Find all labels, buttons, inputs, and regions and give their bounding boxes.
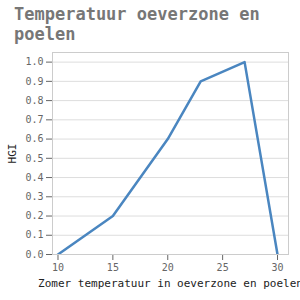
svg-text:30: 30 <box>271 262 283 273</box>
svg-text:HGI: HGI <box>6 144 19 164</box>
svg-text:1.0: 1.0 <box>25 56 43 67</box>
svg-text:0.8: 0.8 <box>25 95 43 106</box>
html-text:Temperatuur oeverzone en poele: Temperatuur oeverzone en poelen <box>14 4 260 44</box>
svg-text:0.4: 0.4 <box>25 172 43 183</box>
svg-text:10: 10 <box>52 262 64 273</box>
svg-text:0.1: 0.1 <box>25 229 43 240</box>
svg-text:20: 20 <box>162 262 174 273</box>
svg-text:0.0: 0.0 <box>25 249 43 260</box>
svg-text:0.9: 0.9 <box>25 76 43 87</box>
svg-text:0.6: 0.6 <box>25 133 43 144</box>
svg-text:0.7: 0.7 <box>25 114 43 125</box>
svg-text:0.5: 0.5 <box>25 153 43 164</box>
svg-text:25: 25 <box>217 262 229 273</box>
svg-text:Zomer temperatuur in oeverzone: Zomer temperatuur in oeverzone en poelen <box>38 277 300 290</box>
svg-text:0.2: 0.2 <box>25 210 43 221</box>
svg-text:0.3: 0.3 <box>25 191 43 202</box>
svg-text:15: 15 <box>107 262 119 273</box>
